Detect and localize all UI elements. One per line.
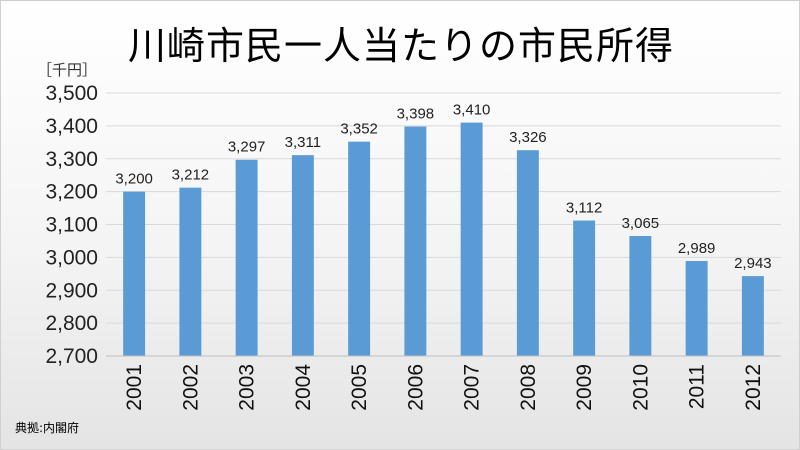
x-tick-label: 2012 bbox=[742, 364, 765, 411]
bar-2001 bbox=[123, 191, 146, 356]
x-tick-label: 2007 bbox=[461, 364, 484, 411]
data-label: 3,297 bbox=[228, 139, 266, 156]
y-tick-label: 2,900 bbox=[45, 279, 98, 302]
source-note: 典拠:内閣府 bbox=[15, 421, 80, 435]
bar-2007 bbox=[460, 122, 483, 357]
x-tick-label: 2004 bbox=[292, 364, 315, 411]
y-tick-label: 3,500 bbox=[45, 82, 98, 105]
x-tick-label: 2006 bbox=[404, 364, 427, 411]
data-label: 3,065 bbox=[622, 215, 660, 232]
bar-2006 bbox=[404, 126, 427, 356]
bar-2009 bbox=[573, 220, 596, 356]
data-label: 3,212 bbox=[172, 167, 210, 184]
bar-2005 bbox=[348, 141, 371, 356]
bar-2010 bbox=[629, 236, 652, 356]
data-label: 3,200 bbox=[115, 171, 153, 188]
y-tick-label: 3,200 bbox=[45, 181, 98, 204]
bar-2008 bbox=[516, 150, 539, 356]
x-tick-label: 2002 bbox=[179, 364, 202, 411]
x-tick-label: 2003 bbox=[236, 364, 259, 411]
x-tick-label: 2001 bbox=[123, 364, 146, 411]
bar-2002 bbox=[179, 187, 202, 356]
data-label: 2,989 bbox=[678, 240, 716, 257]
x-tick-label: 2011 bbox=[686, 364, 709, 409]
bar-2012 bbox=[741, 276, 764, 356]
data-label: 2,943 bbox=[734, 255, 772, 272]
x-tick-label: 2005 bbox=[348, 364, 371, 411]
data-label: 3,311 bbox=[285, 134, 321, 151]
data-label: 3,410 bbox=[453, 102, 491, 119]
bar-2004 bbox=[291, 155, 314, 356]
y-tick-label: 3,100 bbox=[45, 214, 98, 237]
data-label: 3,112 bbox=[566, 200, 602, 217]
y-tick-label: 3,000 bbox=[45, 246, 98, 269]
data-label: 3,398 bbox=[397, 106, 435, 123]
chart-title: 川崎市民一人当たりの市民所得 bbox=[127, 24, 674, 68]
data-label: 3,326 bbox=[509, 129, 547, 146]
data-label: 3,352 bbox=[340, 121, 378, 138]
y-tick-label: 2,800 bbox=[45, 312, 98, 335]
y-axis-unit-label: ［千円］ bbox=[37, 61, 98, 79]
y-tick-label: 2,700 bbox=[45, 345, 98, 368]
x-tick-label: 2009 bbox=[573, 364, 596, 411]
bar-2003 bbox=[235, 159, 258, 356]
y-tick-label: 3,400 bbox=[45, 115, 98, 138]
y-tick-label: 3,300 bbox=[45, 148, 98, 171]
bar-2011 bbox=[685, 260, 708, 356]
x-tick-label: 2010 bbox=[629, 364, 652, 411]
x-tick-label: 2008 bbox=[517, 364, 540, 411]
